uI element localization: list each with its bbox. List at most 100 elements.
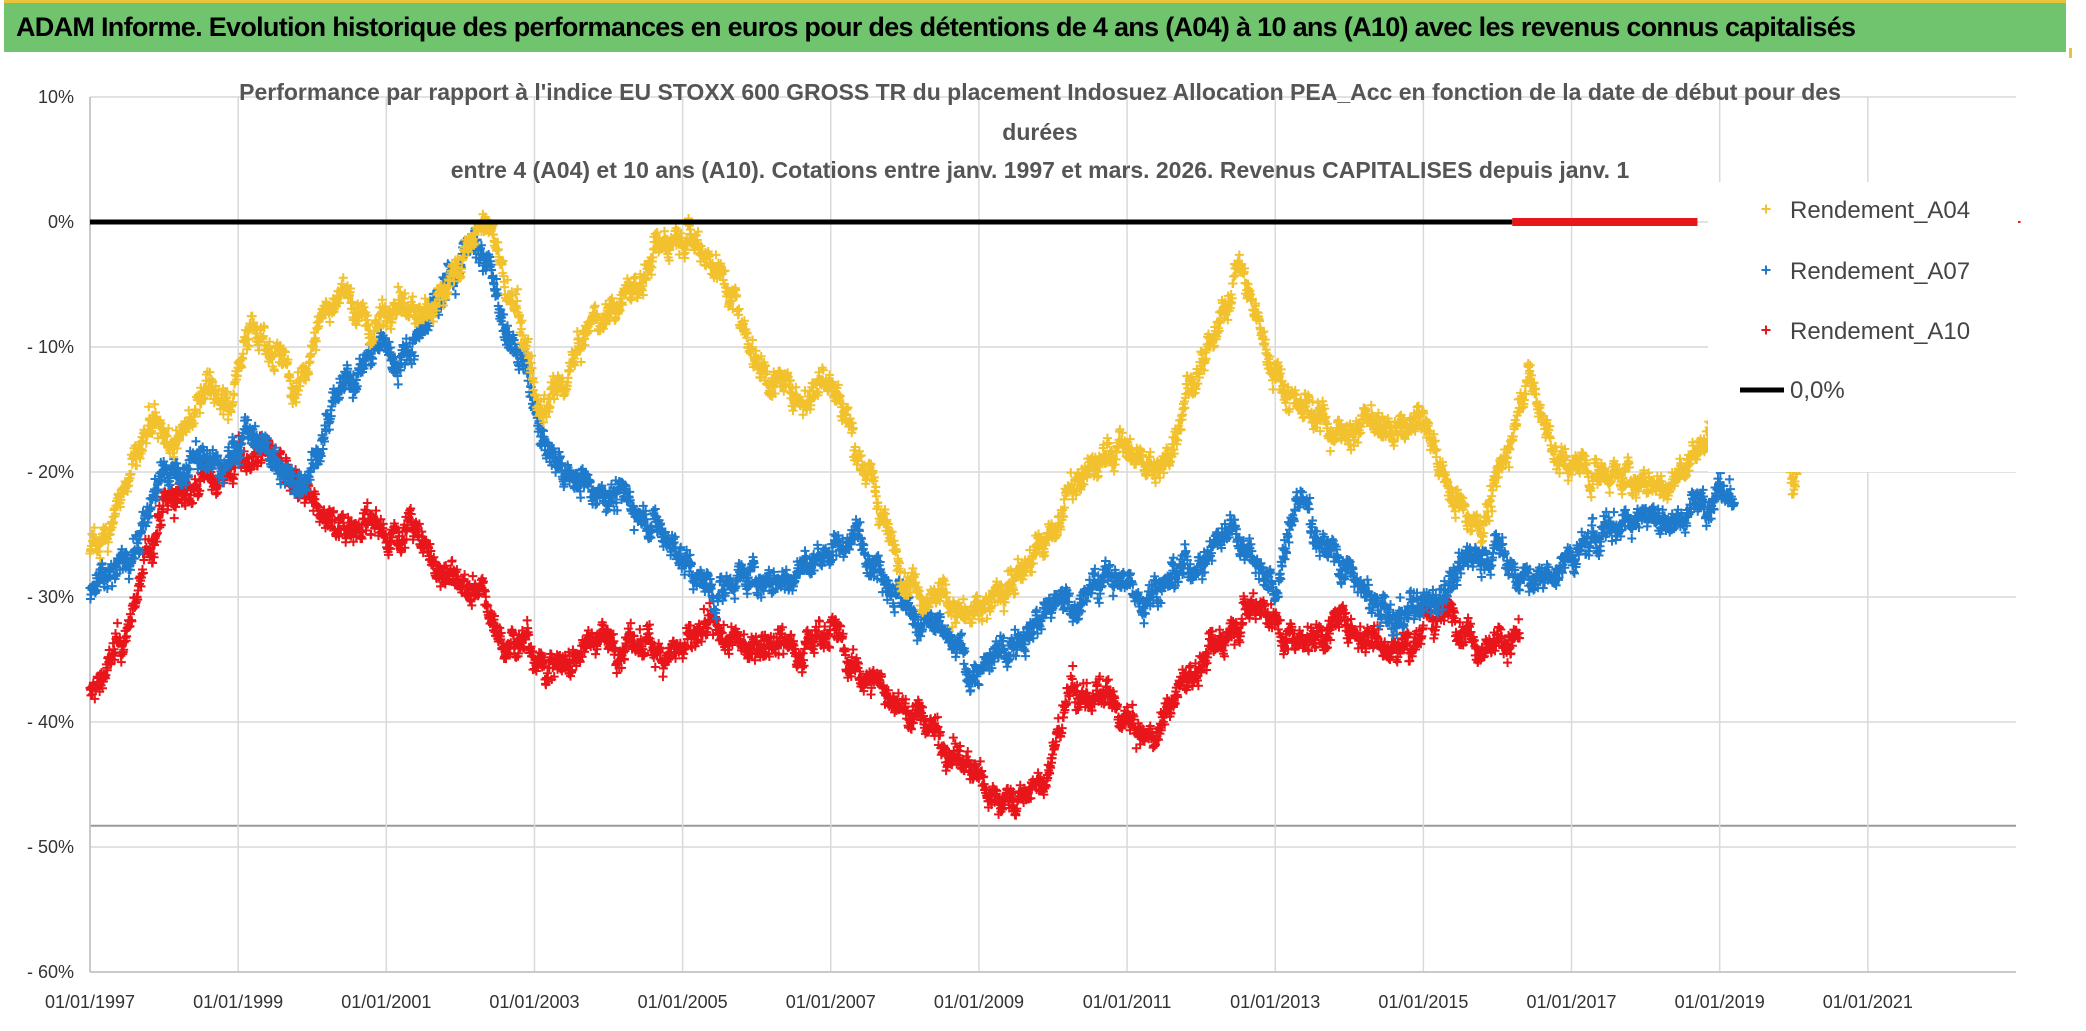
- data-point: [717, 628, 727, 638]
- data-point: [576, 493, 586, 503]
- data-point: [441, 561, 451, 571]
- data-point: [87, 689, 97, 699]
- data-point: [656, 643, 666, 653]
- data-point: [730, 594, 740, 604]
- data-point: [393, 379, 403, 389]
- data-point: [371, 506, 381, 516]
- data-point: [703, 623, 713, 633]
- data-point: [650, 662, 660, 672]
- y-tick-label: - 10%: [27, 337, 74, 357]
- data-point: [1068, 661, 1078, 671]
- axes: 10%0%- 10%- 20%- 30%- 40%- 50%- 60%01/01…: [27, 87, 2016, 1012]
- data-point: [483, 600, 493, 610]
- data-point: [778, 649, 788, 659]
- data-point: [156, 520, 166, 530]
- data-point: [617, 663, 627, 673]
- data-point: [495, 623, 505, 633]
- data-point: [110, 655, 120, 665]
- data-point: [378, 519, 388, 529]
- data-point: [148, 558, 158, 568]
- x-tick-label: 01/01/2017: [1526, 992, 1616, 1012]
- data-point: [152, 528, 162, 538]
- data-point: [112, 618, 122, 628]
- scatter-chart: 10%0%- 10%- 20%- 30%- 40%- 50%- 60%01/01…: [27, 79, 2021, 1012]
- data-point: [890, 607, 900, 617]
- data-point: [524, 630, 534, 640]
- data-point: [90, 694, 100, 704]
- data-point: [620, 646, 630, 656]
- data-point: [468, 571, 478, 581]
- data-point: [577, 652, 587, 662]
- data-point: [453, 572, 463, 582]
- data-point: [549, 672, 559, 682]
- data-point: [467, 600, 477, 610]
- data-point: [460, 570, 470, 580]
- data-point: [188, 498, 198, 508]
- x-tick-label: 01/01/2011: [1083, 992, 1172, 1012]
- data-point: [478, 576, 488, 586]
- data-point: [310, 489, 320, 499]
- x-tick-label: 01/01/2003: [489, 992, 579, 1012]
- data-point: [1503, 658, 1513, 668]
- data-point: [191, 436, 201, 446]
- data-point: [426, 546, 436, 556]
- data-point: [1514, 614, 1524, 624]
- data-point: [848, 644, 858, 654]
- data-point: [450, 289, 460, 299]
- data-point: [726, 622, 736, 632]
- y-tick-label: - 40%: [27, 712, 74, 732]
- data-point: [685, 620, 695, 630]
- data-point: [102, 665, 112, 675]
- data-point: [149, 552, 159, 562]
- data-point: [195, 486, 205, 496]
- data-point: [496, 628, 506, 638]
- x-tick-label: 01/01/1999: [193, 992, 283, 1012]
- data-point: [591, 649, 601, 659]
- data-point: [213, 488, 223, 498]
- data-point: [376, 514, 386, 524]
- data-point: [567, 666, 577, 676]
- data-point: [314, 502, 324, 512]
- data-point: [963, 746, 973, 756]
- data-point: [603, 625, 613, 635]
- data-point: [362, 498, 372, 508]
- data-point: [366, 529, 376, 539]
- data-point: [119, 645, 129, 655]
- y-tick-label: 0%: [48, 212, 74, 232]
- y-tick-label: - 20%: [27, 462, 74, 482]
- data-point: [348, 537, 358, 547]
- data-point: [724, 649, 734, 659]
- data-point: [400, 543, 410, 553]
- corner-decoration: [2069, 48, 2086, 58]
- data-points: [85, 209, 2021, 820]
- data-point: [171, 502, 181, 512]
- data-point: [727, 640, 737, 650]
- data-point: [400, 526, 410, 536]
- data-point: [122, 631, 132, 641]
- data-point: [645, 620, 655, 630]
- x-tick-label: 01/01/1997: [45, 992, 135, 1012]
- data-point: [505, 649, 515, 659]
- data-point: [152, 537, 162, 547]
- data-point: [699, 604, 709, 614]
- data-point: [110, 647, 120, 657]
- data-point: [522, 615, 532, 625]
- x-tick-label: 01/01/2001: [341, 992, 431, 1012]
- data-point: [1021, 651, 1031, 661]
- data-point: [708, 630, 718, 640]
- data-point: [136, 581, 146, 591]
- data-point: [658, 672, 668, 682]
- data-point: [329, 506, 339, 516]
- data-point: [629, 631, 639, 641]
- data-point: [959, 659, 969, 669]
- data-point: [948, 733, 958, 743]
- y-tick-label: 10%: [38, 87, 74, 107]
- data-point: [138, 568, 148, 578]
- data-point: [180, 501, 190, 511]
- data-point: [127, 616, 137, 626]
- data-point: [334, 531, 344, 541]
- y-tick-label: - 60%: [27, 962, 74, 982]
- report-title: ADAM Informe. Evolution historique des p…: [16, 12, 1856, 42]
- data-point: [124, 574, 134, 584]
